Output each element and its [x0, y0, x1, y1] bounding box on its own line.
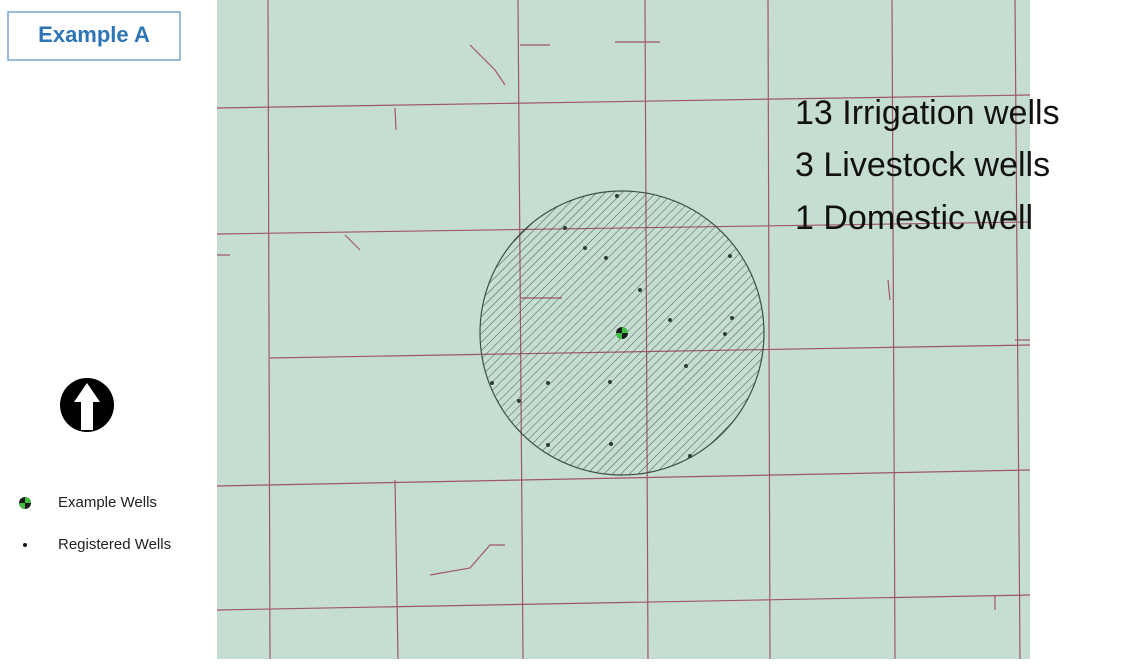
annotation: 3 Livestock wells: [795, 146, 1050, 184]
north-arrow: [60, 378, 114, 432]
annotation: 13 Irrigation wells: [795, 94, 1060, 132]
example-well: [616, 327, 628, 339]
annotation: 1 Domestic well: [795, 199, 1033, 237]
legend: Example Wells Registered Wells: [19, 494, 171, 553]
legend-symbol: [23, 543, 27, 547]
map: [216, 0, 1031, 660]
legend-symbol: [19, 497, 31, 509]
legend-label: Registered Wells: [58, 536, 171, 553]
title-box: [7, 11, 181, 61]
title: Example A: [38, 22, 150, 47]
legend-label: Example Wells: [58, 494, 157, 511]
registered-wells: [490, 194, 734, 458]
